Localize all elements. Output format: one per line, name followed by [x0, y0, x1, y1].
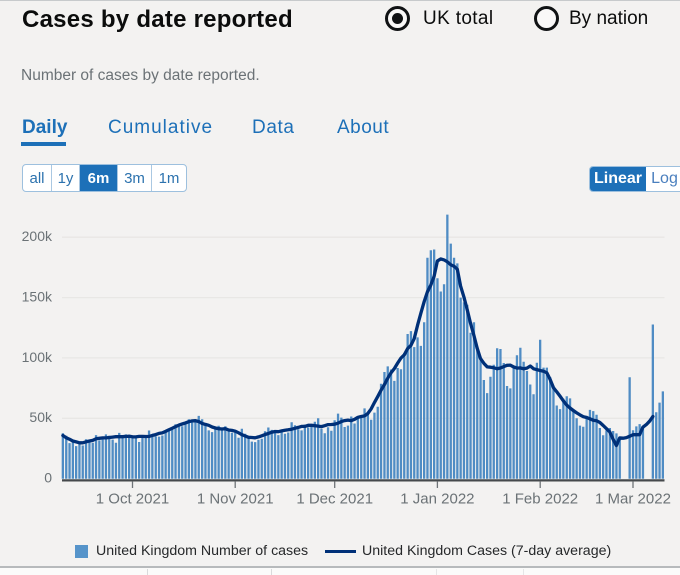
svg-text:150k: 150k	[22, 289, 53, 305]
svg-text:50k: 50k	[29, 409, 53, 425]
svg-text:1 Feb 2022: 1 Feb 2022	[502, 491, 578, 508]
svg-text:1 Dec 2021: 1 Dec 2021	[296, 491, 373, 508]
svg-text:100k: 100k	[22, 349, 53, 365]
svg-text:200k: 200k	[22, 228, 53, 244]
svg-text:1 Mar 2022: 1 Mar 2022	[595, 491, 671, 508]
svg-text:0: 0	[44, 469, 52, 485]
svg-text:1 Jan 2022: 1 Jan 2022	[400, 491, 474, 508]
svg-text:1 Oct 2021: 1 Oct 2021	[96, 491, 169, 508]
svg-text:1 Nov 2021: 1 Nov 2021	[197, 491, 274, 508]
